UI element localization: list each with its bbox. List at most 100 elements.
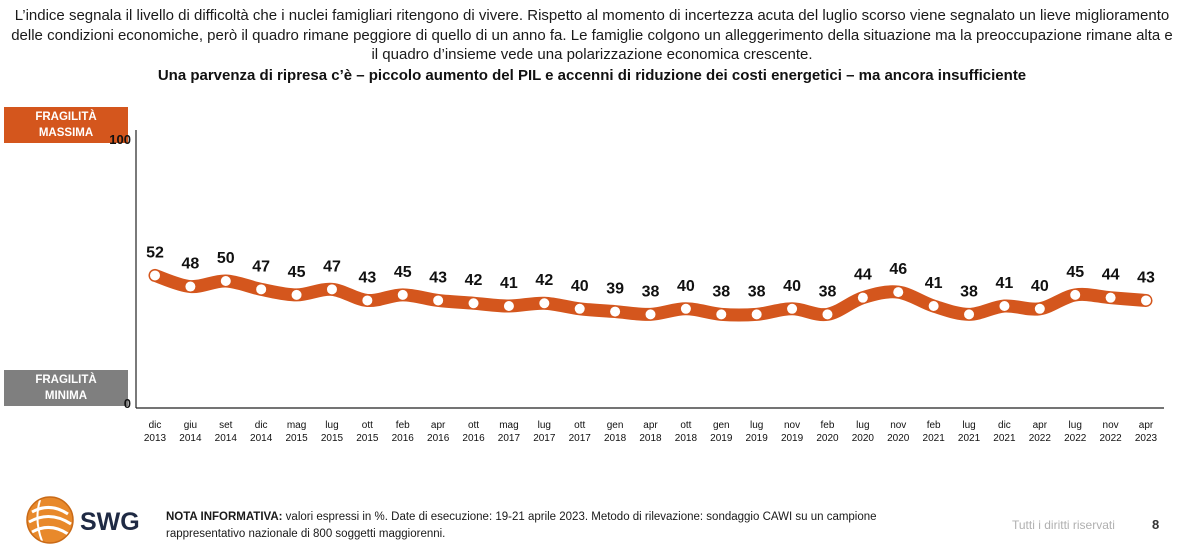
data-label: 38 (960, 283, 978, 300)
data-label: 50 (217, 250, 235, 267)
x-tick-label-year: 2017 (569, 433, 592, 444)
data-point (220, 276, 231, 286)
data-point (326, 284, 337, 295)
data-point (893, 287, 904, 298)
x-tick-label-year: 2015 (285, 433, 308, 444)
x-tick-label-year: 2021 (993, 433, 1016, 444)
data-point (716, 309, 727, 320)
data-label: 43 (429, 269, 447, 286)
page-number: 8 (1152, 517, 1160, 532)
data-label: 45 (288, 264, 306, 281)
data-point (1070, 289, 1081, 300)
x-tick-label-year: 2019 (746, 433, 769, 444)
data-point (574, 303, 585, 314)
tag-fragility-max: FRAGILITÀ MASSIMA (4, 107, 128, 143)
x-tick-label-month: set (219, 420, 233, 431)
x-tick-label-year: 2023 (1135, 433, 1158, 444)
data-label: 38 (712, 283, 730, 300)
x-tick-label-year: 2014 (250, 433, 273, 444)
y-tick-label: 100 (109, 132, 131, 147)
intro-text: L’indice segnala il livello di difficolt… (11, 7, 1173, 63)
x-tick-label-year: 2018 (675, 433, 698, 444)
x-tick-label-year: 2020 (816, 433, 839, 444)
x-tick-label-month: ott (362, 420, 373, 431)
data-label: 40 (677, 278, 695, 295)
data-point (291, 289, 302, 300)
x-tick-label-month: nov (1103, 420, 1119, 431)
x-tick-label-year: 2020 (887, 433, 910, 444)
data-point (1034, 303, 1045, 314)
x-tick-label-month: giu (184, 420, 197, 431)
data-point (787, 303, 798, 314)
x-tick-label-month: lug (325, 420, 338, 431)
data-label: 44 (854, 267, 872, 284)
x-tick-label-month: apr (431, 420, 446, 431)
x-tick-label-month: nov (784, 420, 800, 431)
x-tick-label-month: ott (574, 420, 585, 431)
data-point (185, 281, 196, 292)
tag-min-line1: FRAGILITÀ (35, 374, 97, 386)
data-point (150, 270, 160, 281)
x-tick-label-year: 2017 (533, 433, 556, 444)
x-tick-label-month: ott (468, 420, 479, 431)
x-tick-label-month: lug (856, 420, 869, 431)
data-label: 42 (465, 272, 483, 289)
data-label: 42 (535, 272, 553, 289)
data-label: 38 (819, 283, 837, 300)
note-label: NOTA INFORMATIVA: (166, 511, 283, 523)
footer-note: NOTA INFORMATIVA: valori espressi in %. … (166, 509, 926, 543)
x-tick-label-month: dic (255, 420, 268, 431)
x-tick-label-month: feb (396, 420, 410, 431)
data-point (751, 309, 762, 320)
x-tick-label-month: apr (1033, 420, 1048, 431)
data-label: 43 (1137, 269, 1155, 286)
data-point (999, 301, 1010, 312)
x-tick-label-year: 2022 (1029, 433, 1052, 444)
data-point (680, 303, 691, 314)
x-tick-label-month: dic (998, 420, 1011, 431)
data-label: 38 (748, 283, 766, 300)
x-tick-label-month: apr (643, 420, 658, 431)
data-label: 46 (889, 261, 907, 278)
data-label: 48 (181, 256, 199, 273)
rights-text: Tutti i diritti riservati (1012, 518, 1115, 532)
data-point (822, 309, 833, 320)
data-label: 40 (571, 278, 589, 295)
x-tick-label-year: 2022 (1064, 433, 1087, 444)
data-point (964, 309, 975, 320)
x-tick-label-month: lug (1069, 420, 1082, 431)
x-tick-label-month: lug (750, 420, 763, 431)
x-tick-label-month: nov (890, 420, 906, 431)
x-tick-label-month: mag (499, 420, 518, 431)
x-tick-label-year: 2020 (852, 433, 875, 444)
x-tick-label-year: 2015 (356, 433, 379, 444)
data-label: 52 (146, 244, 164, 261)
data-point (468, 298, 479, 309)
data-label: 47 (252, 258, 270, 275)
data-label: 38 (642, 283, 660, 300)
x-tick-label-year: 2014 (179, 433, 202, 444)
data-point (928, 301, 939, 312)
tag-min-line2: MINIMA (44, 390, 88, 402)
logo-text: SWG (80, 508, 140, 536)
data-point (610, 306, 621, 317)
x-tick-label-month: gen (713, 420, 730, 431)
x-tick-label-year: 2019 (710, 433, 733, 444)
x-tick-label-year: 2021 (958, 433, 981, 444)
x-tick-label-month: apr (1139, 420, 1154, 431)
data-label: 43 (358, 269, 376, 286)
x-tick-label-year: 2015 (321, 433, 344, 444)
swg-logo: SWG (26, 496, 140, 544)
data-point (397, 289, 408, 300)
data-label: 40 (1031, 278, 1049, 295)
x-tick-label-year: 2016 (427, 433, 450, 444)
headline: Una parvenza di ripresa c’è – piccolo au… (157, 67, 1027, 84)
x-tick-label-month: ott (680, 420, 691, 431)
data-label: 40 (783, 278, 801, 295)
x-tick-label-month: lug (962, 420, 975, 431)
data-label: 41 (996, 275, 1014, 292)
data-point (362, 295, 373, 306)
data-label: 45 (394, 264, 412, 281)
y-tick-label: 0 (124, 396, 131, 411)
